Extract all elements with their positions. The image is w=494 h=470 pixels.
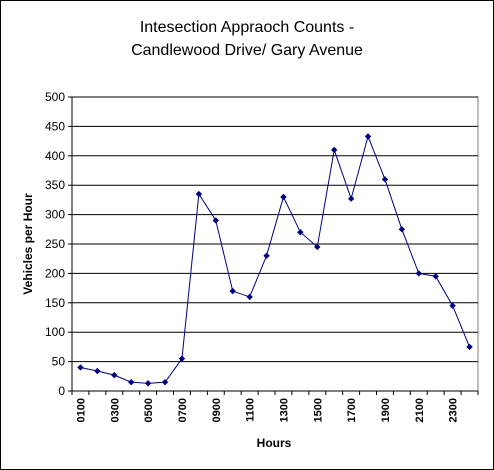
x-axis-ticks: 0100 0300 0500 0700 0900 1100 1300 1500 1700 1900… — [71, 391, 479, 422]
x-axis-title: Hours — [257, 436, 292, 450]
data-point — [263, 252, 270, 259]
data-point — [77, 364, 84, 371]
y-tick-label: 300 — [45, 208, 65, 222]
data-point — [94, 367, 101, 375]
data-point — [398, 226, 406, 233]
data-point — [432, 273, 439, 280]
chart-title-line-1: Intesection Appraoch Counts - — [140, 19, 354, 36]
gridlines — [72, 96, 478, 363]
data-point — [314, 243, 321, 251]
y-tick-label: 150 — [45, 296, 65, 310]
data-point — [111, 371, 118, 379]
x-tick-label: 1100 — [245, 398, 257, 422]
data-point — [229, 287, 236, 295]
data-point — [466, 343, 473, 351]
x-tick-label: 0700 — [177, 398, 189, 422]
y-tick-label: 400 — [45, 149, 65, 163]
y-axis-title: Vehicles per Hour — [21, 193, 35, 295]
chart-title-line-2: Candlewood Drive/ Gary Avenue — [131, 42, 363, 59]
data-point — [415, 270, 422, 277]
data-point — [331, 146, 338, 154]
y-tick-label: 450 — [45, 119, 65, 133]
data-point — [178, 355, 186, 362]
data-point — [212, 217, 219, 224]
y-tick-label: 100 — [45, 325, 65, 339]
data-point — [381, 176, 389, 183]
data-point — [246, 293, 253, 301]
y-tick-label: 250 — [45, 237, 65, 251]
y-tick-label: 200 — [45, 266, 65, 280]
x-tick-label: 0500 — [143, 398, 155, 422]
y-tick-label: 350 — [45, 178, 65, 192]
x-tick-label: 0900 — [211, 398, 223, 422]
data-point — [347, 195, 355, 202]
data-point — [280, 193, 287, 201]
data-point — [297, 229, 304, 236]
data-point — [128, 378, 135, 386]
x-tick-label: 1300 — [278, 398, 290, 422]
x-tick-label: 1700 — [346, 398, 358, 422]
data-point — [364, 133, 372, 140]
data-point — [144, 380, 152, 387]
data-point — [449, 302, 456, 309]
x-tick-label: 0300 — [109, 398, 121, 422]
y-tick-label: 500 — [45, 90, 65, 104]
data-point — [195, 190, 203, 198]
x-tick-label: 2300 — [448, 398, 460, 422]
y-tick-label: 50 — [52, 355, 66, 369]
series-group — [77, 133, 473, 387]
y-tick-label: 0 — [58, 384, 65, 398]
x-tick-label: 1500 — [312, 398, 324, 422]
y-axis-ticks: 0 50 100 150 200 250 300 350 400 450 500 — [45, 90, 72, 398]
x-tick-label: 0100 — [75, 398, 87, 422]
data-point — [161, 378, 169, 386]
x-tick-label: 2100 — [414, 398, 426, 422]
x-tick-label: 1900 — [380, 398, 392, 422]
